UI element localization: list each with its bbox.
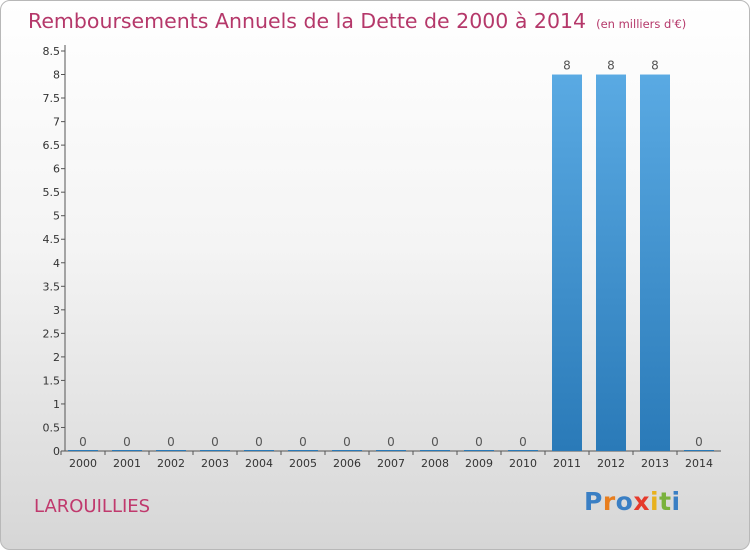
- y-tick-label: 0: [53, 445, 60, 458]
- logo-letter: x: [633, 487, 650, 516]
- y-tick-label: 2: [53, 351, 60, 364]
- x-tick-label: 2004: [245, 457, 273, 470]
- x-tick-label: 2009: [465, 457, 493, 470]
- y-tick-label: 5: [53, 210, 60, 223]
- y-tick-label: 1: [53, 398, 60, 411]
- chart-unit-label: (en milliers d'€): [596, 17, 687, 31]
- y-tick-label: 3: [53, 304, 60, 317]
- proxiti-logo[interactable]: Proxiti: [584, 487, 681, 516]
- y-tick-label: 8: [53, 69, 60, 82]
- bar: [464, 450, 494, 451]
- chart-title-text: Remboursements Annuels de la Dette de 20…: [28, 9, 587, 33]
- y-tick-label: 1.5: [43, 374, 61, 387]
- x-tick-label: 2014: [685, 457, 713, 470]
- logo-letter: i: [671, 487, 681, 516]
- data-label: 0: [255, 435, 263, 449]
- data-label: 8: [651, 59, 659, 73]
- x-tick-label: 2000: [69, 457, 97, 470]
- y-tick-label: 6: [53, 163, 60, 176]
- data-label: 0: [431, 435, 439, 449]
- y-tick-label: 7.5: [43, 92, 61, 105]
- x-tick-label: 2008: [421, 457, 449, 470]
- data-label: 8: [607, 59, 615, 73]
- y-tick-label: 5.5: [43, 186, 61, 199]
- x-tick-label: 2011: [553, 457, 581, 470]
- x-tick-label: 2013: [641, 457, 669, 470]
- location-label: LAROUILLIES: [34, 496, 151, 517]
- y-tick-label: 3.5: [43, 280, 61, 293]
- data-label: 0: [519, 435, 527, 449]
- data-label: 0: [79, 435, 87, 449]
- bar: [200, 450, 230, 451]
- x-tick-label: 2010: [509, 457, 537, 470]
- x-tick-label: 2007: [377, 457, 405, 470]
- bar: [420, 450, 450, 451]
- y-tick-label: 4: [53, 257, 60, 270]
- bar: [288, 450, 318, 451]
- bars: 0 0 0 0 0 0 0 0 0 0 0 8 8 8 0: [68, 59, 714, 451]
- data-label: 8: [563, 59, 571, 73]
- x-tick-label: 2002: [157, 457, 185, 470]
- bar: [552, 74, 582, 451]
- data-label: 0: [123, 435, 131, 449]
- y-axis: 0 0.5 1 1.5 2 2.5 3 3.5 4 4.5 5 5.5 6 6.5 7 7.5 8 8.5: [43, 45, 66, 458]
- bar: [640, 74, 670, 451]
- x-axis: 2000 2001 2002 2003 2004 2005 2006 2007 2008 2009…: [60, 450, 721, 470]
- y-tick-label: 4.5: [43, 233, 61, 246]
- x-tick-label: 2003: [201, 457, 229, 470]
- logo-letter: i: [650, 487, 660, 516]
- bar: [112, 450, 142, 451]
- y-tick-label: 8.5: [43, 45, 61, 58]
- logo-letter: r: [602, 487, 616, 516]
- x-tick-label: 2012: [597, 457, 625, 470]
- logo-letter: o: [615, 487, 634, 516]
- y-tick-label: 2.5: [43, 327, 61, 340]
- bar: [596, 74, 626, 451]
- x-tick-label: 2005: [289, 457, 317, 470]
- bar: [244, 450, 274, 451]
- bar: [376, 450, 406, 451]
- bar: [68, 450, 98, 451]
- bar: [508, 450, 538, 451]
- data-label: 0: [695, 435, 703, 449]
- bar: [684, 450, 714, 451]
- logo-letter: t: [659, 487, 672, 516]
- bar: [156, 450, 186, 451]
- bar: [332, 450, 362, 451]
- x-tick-label: 2001: [113, 457, 141, 470]
- data-label: 0: [387, 435, 395, 449]
- x-tick-label: 2006: [333, 457, 361, 470]
- data-label: 0: [299, 435, 307, 449]
- data-label: 0: [211, 435, 219, 449]
- data-label: 0: [475, 435, 483, 449]
- chart-title: Remboursements Annuels de la Dette de 20…: [28, 9, 686, 33]
- logo-letter: P: [584, 487, 603, 516]
- y-tick-label: 6.5: [43, 139, 61, 152]
- y-tick-label: 0.5: [43, 421, 61, 434]
- data-label: 0: [343, 435, 351, 449]
- y-tick-label: 7: [53, 116, 60, 129]
- data-label: 0: [167, 435, 175, 449]
